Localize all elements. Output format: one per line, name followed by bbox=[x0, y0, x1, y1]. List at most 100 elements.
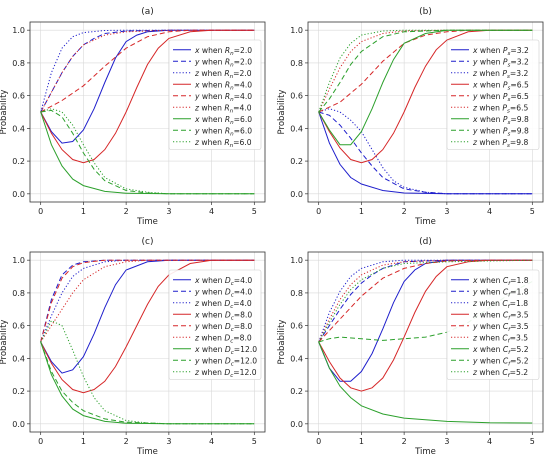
x-tick-label: 4 bbox=[487, 207, 492, 216]
legend-label-part: = bbox=[234, 57, 240, 66]
legend-label-part: = bbox=[510, 103, 516, 112]
legend-label-part: when bbox=[478, 287, 503, 296]
legend-label: y when Cf=5.2 bbox=[472, 356, 529, 367]
legend-label-part: when bbox=[478, 310, 503, 319]
legend-label-part: = bbox=[510, 80, 516, 89]
legend-label-part: when bbox=[478, 46, 503, 55]
legend-label-part: = bbox=[234, 356, 240, 365]
y-tick-label: 0.2 bbox=[12, 157, 25, 166]
legend-label-part: when bbox=[477, 138, 502, 147]
legend-label-part: s bbox=[507, 143, 510, 149]
legend-label-part: s bbox=[507, 97, 510, 103]
series-line-red-solid bbox=[40, 29, 255, 164]
legend-label-part: y bbox=[194, 57, 200, 66]
legend-label-part: 1.8 bbox=[517, 276, 529, 285]
series-line-green-dotted bbox=[40, 108, 255, 195]
legend-item: z when Dc=8.0 bbox=[173, 333, 252, 344]
legend-label-part: when bbox=[200, 80, 225, 89]
legend-label-part: P bbox=[503, 46, 508, 55]
panel-b: (b) 0 1 2 3 4 5 0.0 0.2 0.4 0.6 0.8 1.0 Time Probabili… bbox=[277, 7, 544, 227]
legend-label-part: = bbox=[234, 322, 240, 331]
legend-label-part: 5.2 bbox=[516, 368, 528, 377]
legend-label-part: 6.0 bbox=[240, 138, 252, 147]
legend-label-part: z bbox=[472, 299, 478, 308]
legend-label-part: x bbox=[194, 46, 200, 55]
legend-label-part: s bbox=[507, 51, 510, 57]
panel-title: (b) bbox=[419, 7, 432, 17]
legend-label-part: P bbox=[503, 80, 508, 89]
legend-label-part: 2.0 bbox=[240, 46, 252, 55]
legend-label-part: when bbox=[199, 69, 224, 78]
legend-label-part: 1.8 bbox=[517, 287, 529, 296]
legend-label-part: y bbox=[194, 322, 200, 331]
legend-item: x when Ps=6.5 bbox=[451, 80, 529, 91]
legend-label-part: y bbox=[194, 126, 200, 135]
legend-label-part: f bbox=[508, 281, 511, 287]
legend-label-part: c bbox=[231, 361, 234, 367]
legend-label-part: c bbox=[231, 315, 234, 321]
legend-label-part: = bbox=[234, 46, 240, 55]
legend-label-part: when bbox=[200, 322, 225, 331]
legend-label-part: n bbox=[230, 97, 234, 103]
x-tick-label: 4 bbox=[209, 437, 214, 446]
legend-item: x when Cf=3.5 bbox=[451, 310, 529, 321]
legend-item: y when Rn=2.0 bbox=[173, 57, 252, 68]
legend-label: z when Rn=2.0 bbox=[194, 69, 252, 80]
legend-box bbox=[168, 39, 262, 150]
legend-label-part: P bbox=[502, 69, 507, 78]
legend-label-part: = bbox=[234, 345, 240, 354]
panel-title: (a) bbox=[141, 7, 154, 17]
legend-label: y when Dc=12.0 bbox=[194, 356, 257, 367]
legend-label-part: = bbox=[234, 126, 240, 135]
legend-label-part: = bbox=[510, 333, 516, 342]
legend-label: z when Rn=4.0 bbox=[194, 103, 252, 114]
legend-item: z when Rn=4.0 bbox=[173, 103, 252, 114]
legend-label: z when Dc=8.0 bbox=[194, 333, 252, 344]
legend-label: x when Cf=5.2 bbox=[472, 345, 529, 356]
legend-label-part: = bbox=[510, 299, 516, 308]
legend-label-part: R bbox=[225, 46, 230, 55]
legend-label-part: 3.5 bbox=[517, 322, 529, 331]
legend-item: y when Rn=6.0 bbox=[173, 126, 252, 137]
series-line-green-dashed bbox=[318, 29, 533, 113]
legend-label-part: 6.0 bbox=[240, 126, 252, 135]
legend-label: x when Dc=8.0 bbox=[194, 310, 252, 321]
legend-label-part: when bbox=[478, 115, 503, 124]
legend-item: y when Cf=3.5 bbox=[451, 322, 529, 333]
series-line-blue-dotted bbox=[40, 29, 255, 113]
legend-label-part: n bbox=[230, 74, 234, 80]
legend-item: x when Cf=5.2 bbox=[451, 345, 529, 356]
x-axis-label: Time bbox=[136, 447, 158, 456]
legend-item: x when Rn=6.0 bbox=[173, 115, 252, 126]
legend-label: y when Cf=1.8 bbox=[472, 287, 529, 298]
legend-label-part: s bbox=[507, 108, 510, 114]
series-line-red-dashed bbox=[318, 29, 533, 113]
legend-item: x when Ps=3.2 bbox=[451, 46, 529, 57]
y-tick-label: 0.8 bbox=[290, 289, 303, 298]
legend-label-part: 9.8 bbox=[517, 115, 529, 124]
legend-label-part: x bbox=[194, 276, 200, 285]
legend-label-part: y bbox=[472, 57, 478, 66]
legend-label-part: P bbox=[503, 126, 508, 135]
series-line-green-dotted bbox=[318, 259, 533, 343]
series-line-red-dotted bbox=[40, 259, 255, 343]
legend-label-part: 3.5 bbox=[517, 310, 529, 319]
y-axis-label: Probability bbox=[277, 320, 287, 365]
panel-c: (c) 0 1 2 3 4 5 0.0 0.2 0.4 0.6 0.8 1.0 Time Probabili… bbox=[0, 237, 266, 456]
series-line-green-dashed bbox=[318, 281, 533, 343]
legend-label-part: 1.8 bbox=[516, 299, 528, 308]
y-tick-label: 1.0 bbox=[290, 256, 303, 265]
legend-label-part: R bbox=[224, 69, 229, 78]
series-line-blue-dotted bbox=[318, 259, 533, 343]
legend-label-part: = bbox=[510, 126, 516, 135]
legend-item: x when Dc=12.0 bbox=[173, 345, 257, 356]
x-tick-label: 2 bbox=[124, 207, 129, 216]
legend-label-part: R bbox=[224, 103, 229, 112]
legend-label-part: P bbox=[503, 57, 508, 66]
legend-label-part: z bbox=[472, 138, 478, 147]
series-line-red-solid bbox=[318, 29, 533, 164]
legend-label-part: s bbox=[507, 85, 510, 91]
legend-label-part: 3.2 bbox=[517, 46, 529, 55]
legend-label-part: = bbox=[233, 103, 239, 112]
legend-label-part: y bbox=[472, 92, 478, 101]
